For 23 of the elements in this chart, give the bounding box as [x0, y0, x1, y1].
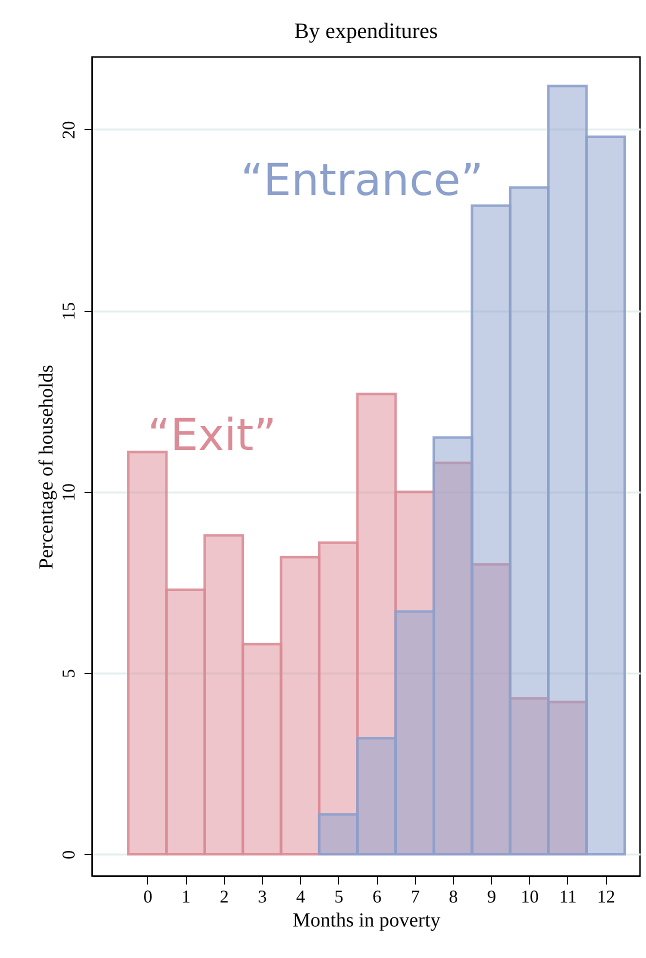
x-tick-label: 9 [487, 886, 496, 906]
x-tick-label: 8 [448, 886, 458, 906]
y-tick-label: 20 [58, 120, 78, 139]
x-tick-label: 12 [597, 886, 616, 906]
x-tick-label: 2 [220, 886, 229, 906]
x-tick-label: 5 [334, 886, 344, 906]
chart-title: By expenditures [294, 18, 438, 43]
series-label: “Entrance” [240, 155, 484, 206]
y-tick-label: 15 [58, 302, 78, 320]
y-tick-label: 5 [58, 669, 78, 678]
y-tick-label: 10 [58, 483, 78, 502]
x-tick-label: 10 [520, 886, 539, 906]
x-tick-label: 3 [258, 886, 267, 906]
series-label: “Exit” [148, 410, 276, 461]
x-tick-label: 6 [372, 886, 382, 906]
y-tick-label: 0 [58, 850, 78, 860]
x-tick-label: 11 [559, 886, 577, 906]
x-tick-label: 7 [410, 886, 420, 906]
x-tick-label: 0 [143, 886, 152, 906]
x-tick-label: 4 [296, 886, 306, 906]
x-axis-title: Months in poverty [292, 910, 440, 932]
y-axis-title: Percentage of households [36, 364, 58, 570]
x-tick-label: 1 [182, 886, 191, 906]
